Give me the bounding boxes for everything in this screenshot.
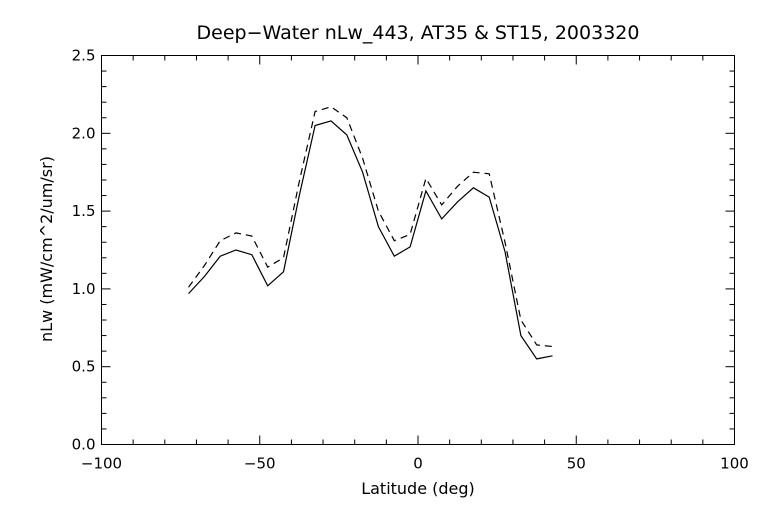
x-tick-label: 50 xyxy=(567,455,586,473)
x-tick-label: −50 xyxy=(244,455,276,473)
series-line-dashed xyxy=(188,106,553,348)
x-axis-label: Latitude (deg) xyxy=(361,479,475,498)
series-line-solid xyxy=(188,120,553,360)
y-tick-label: 0.0 xyxy=(72,436,96,454)
chart-title: Deep−Water nLw_443, AT35 & ST15, 2003320 xyxy=(197,22,640,44)
plot-frame xyxy=(101,55,735,445)
y-tick-label: 2.5 xyxy=(72,47,96,65)
x-tick-label: −100 xyxy=(81,455,122,473)
y-tick-label: 1.0 xyxy=(72,280,96,298)
x-tick-label: 100 xyxy=(720,455,749,473)
tick-labels: −100 −50 0 50 100 0.0 0.5 1.0 1.5 2.0 2.5 xyxy=(72,47,749,473)
series-group xyxy=(188,106,553,360)
y-axis-label: nLw (mW/cm^2/um/sr) xyxy=(37,156,56,342)
axis-ticks xyxy=(101,55,735,445)
y-tick-label: 1.5 xyxy=(72,202,96,220)
y-tick-label: 0.5 xyxy=(72,358,96,376)
x-tick-label: 0 xyxy=(413,455,423,473)
y-tick-label: 2.0 xyxy=(72,124,96,142)
